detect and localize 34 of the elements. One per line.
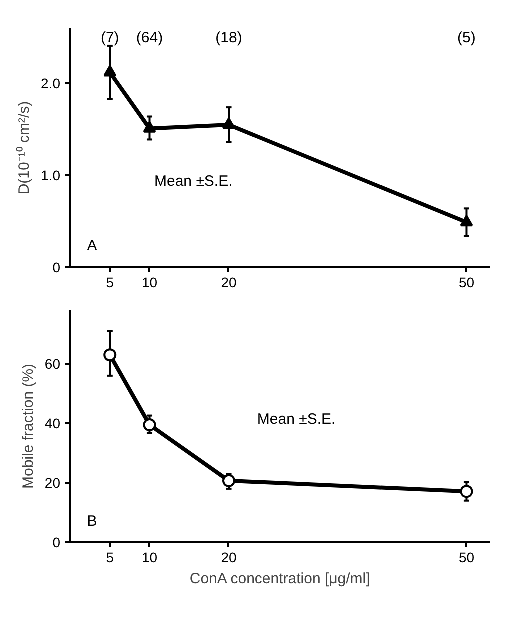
x-axis-title: ConA concentration [μg/ml] [190, 570, 370, 588]
y-tick-label: 20 [44, 475, 61, 492]
x-tick-label: 10 [142, 550, 158, 566]
y-tick-label: 2.0 [41, 76, 61, 92]
y-tick-label: 40 [44, 416, 61, 432]
y-axis-title: Mobile fraction (%) [20, 364, 37, 490]
y-axis-title: D(10⁻¹⁰ cm²/s) [16, 101, 34, 195]
x-tick-label: 50 [458, 550, 475, 566]
y-tick-label: 1.0 [41, 168, 61, 184]
annotation: (18) [216, 30, 242, 47]
point [460, 485, 474, 498]
x-tick-label: 5 [106, 550, 114, 566]
point [104, 65, 117, 77]
x-tick-label: 20 [221, 550, 237, 566]
annotation: Mean ±S.E. [257, 411, 336, 428]
point [104, 348, 117, 362]
point [222, 118, 236, 130]
annotation: (64) [136, 30, 164, 47]
annotation: (5) [458, 30, 476, 47]
point [143, 418, 156, 432]
x-tick-label: 20 [221, 274, 237, 290]
point [143, 121, 156, 133]
y-tick-label: 60 [44, 356, 61, 372]
annotation: (7) [100, 30, 120, 47]
point [460, 215, 474, 227]
y-tick-label: 0 [52, 260, 61, 276]
x-tick-label: 5 [106, 274, 114, 290]
annotation: A [87, 237, 98, 254]
annotation: Mean ±S.E. [154, 172, 233, 190]
x-tick-label: 10 [142, 274, 158, 290]
x-tick-label: 50 [458, 274, 475, 290]
annotation: B [87, 513, 98, 530]
y-tick-label: 0 [52, 534, 61, 550]
point [222, 474, 236, 488]
